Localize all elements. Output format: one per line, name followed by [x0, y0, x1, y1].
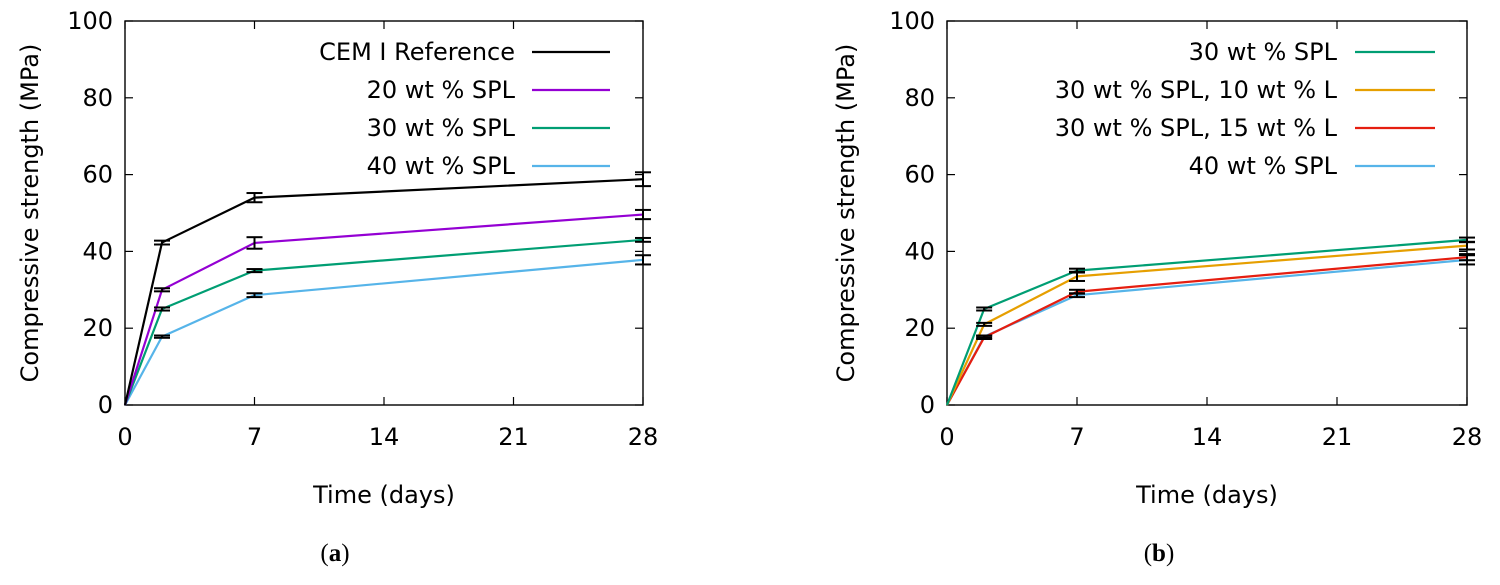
legend-label: 30 wt % SPL [1189, 38, 1338, 66]
legend-label: CEM I Reference [319, 38, 515, 66]
y-tick-label: 80 [904, 84, 935, 112]
y-tick-label: 0 [98, 391, 113, 419]
y-tick-label: 60 [904, 161, 935, 189]
error-bars [976, 236, 1475, 340]
legend-label: 20 wt % SPL [367, 76, 516, 104]
y-tick-label: 20 [904, 314, 935, 342]
x-tick-label: 0 [117, 423, 132, 451]
x-tick-label: 7 [247, 423, 262, 451]
panel-caption: (a) [320, 540, 349, 567]
legend-label: 30 wt % SPL, 10 wt % L [1055, 76, 1338, 104]
x-tick-label: 14 [1192, 423, 1223, 451]
y-tick-label: 40 [904, 237, 935, 265]
x-tick-label: 28 [1452, 423, 1483, 451]
y-tick-label: 100 [889, 7, 935, 35]
series-line [123, 213, 644, 406]
axis-ticks: 0 20 40 60 80 100 0 7 14 21 28 [67, 7, 658, 451]
series-line [123, 238, 644, 406]
x-tick-label: 7 [1069, 423, 1084, 451]
y-tick-label: 0 [920, 391, 935, 419]
legend: CEM I Reference 20 wt % SPL 30 wt % SPL 40 … [319, 38, 610, 180]
y-tick-label: 60 [82, 161, 113, 189]
x-tick-label: 21 [498, 423, 529, 451]
series-line [945, 238, 1468, 406]
x-tick-label: 28 [628, 423, 659, 451]
y-tick-label: 80 [82, 84, 113, 112]
y-tick-label: 100 [67, 7, 113, 35]
series-line [124, 258, 644, 406]
x-tick-label: 21 [1322, 423, 1353, 451]
series-line [946, 258, 1468, 406]
series-line [946, 244, 1468, 406]
series-lines [123, 178, 644, 406]
error-bars [154, 171, 651, 339]
y-axis-title: Compressive strength (MPa) [16, 44, 44, 383]
y-axis-title: Compressive strength (MPa) [832, 44, 860, 383]
legend: 30 wt % SPL 30 wt % SPL, 10 wt % L 30 wt %… [1055, 38, 1435, 180]
y-tick-label: 40 [82, 237, 113, 265]
y-tick-label: 20 [82, 314, 113, 342]
x-axis-title: Time (days) [312, 481, 455, 509]
legend-label: 30 wt % SPL, 15 wt % L [1055, 114, 1338, 142]
chart-panel-a: 0 20 40 60 80 100 0 7 14 21 28 CEM I Reference 20 w… [16, 7, 658, 567]
legend-label: 40 wt % SPL [1189, 152, 1338, 180]
x-axis-title: Time (days) [1135, 481, 1278, 509]
axis-ticks: 0 20 40 60 80 100 0 7 14 21 28 [889, 7, 1482, 451]
legend-label: 40 wt % SPL [367, 152, 516, 180]
x-tick-label: 0 [939, 423, 954, 451]
series-lines [945, 238, 1468, 406]
series-line [123, 178, 644, 406]
series-line [946, 256, 1468, 406]
panel-caption: (b) [1144, 540, 1175, 567]
legend-label: 30 wt % SPL [367, 114, 516, 142]
x-tick-label: 14 [369, 423, 400, 451]
